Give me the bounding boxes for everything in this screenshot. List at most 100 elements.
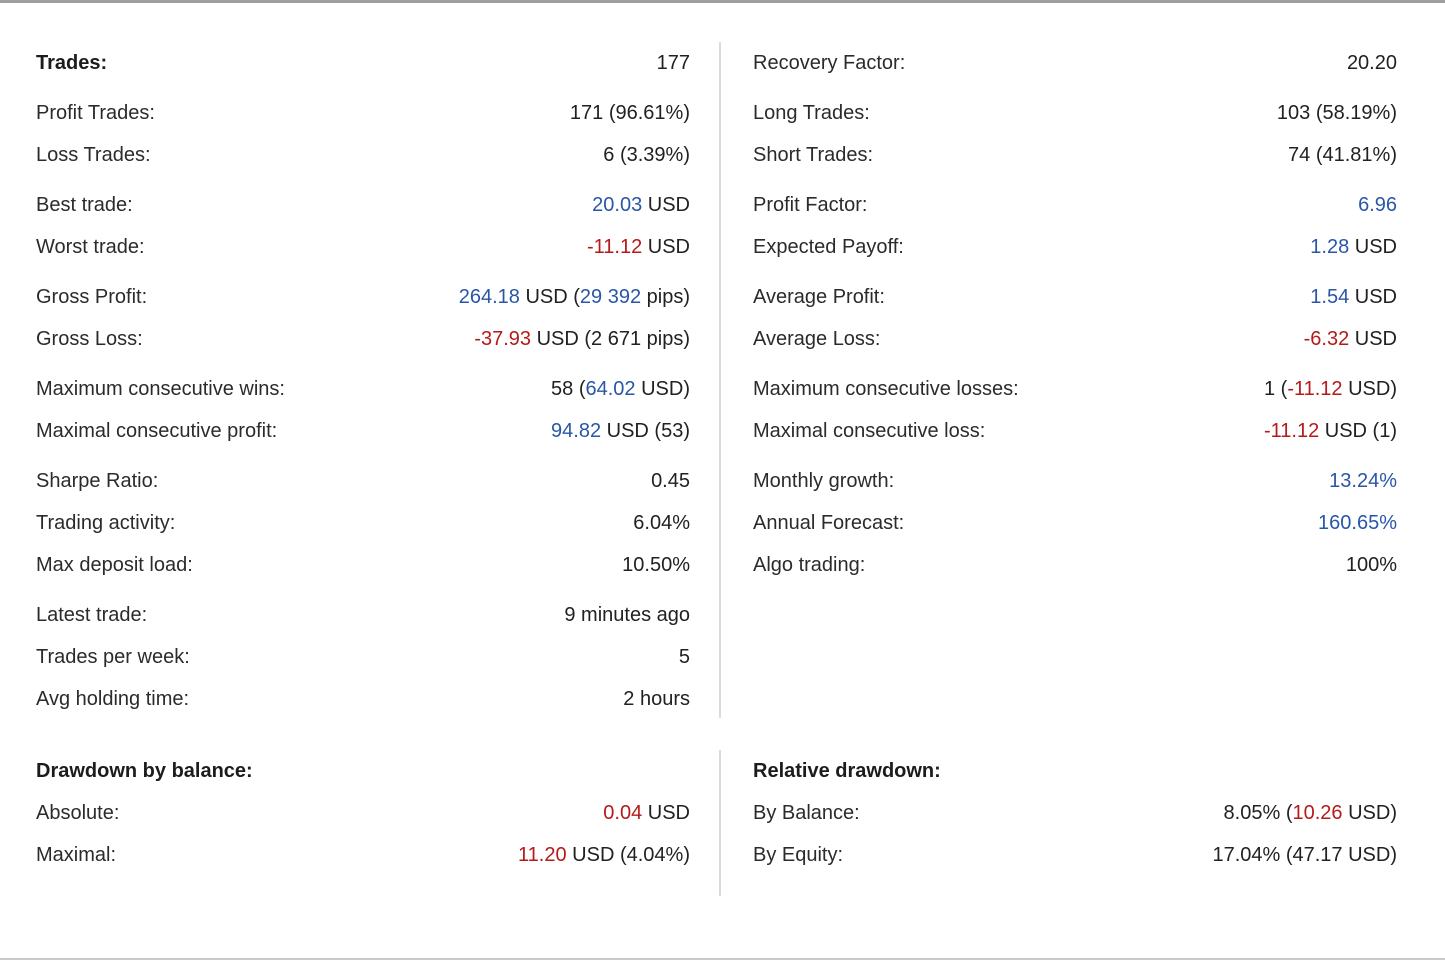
stat-row: Average Profit: 1.54 USD bbox=[753, 276, 1397, 318]
value-segment: USD bbox=[642, 236, 690, 258]
stat-row: Short Trades: 74 (41.81%) bbox=[753, 134, 1397, 176]
stat-group: Profit Trades: 171 (96.61%) Loss Trades: 6 … bbox=[36, 92, 690, 176]
stat-label: Maximal consecutive loss: bbox=[753, 420, 986, 442]
stat-row: Annual Forecast: 160.65% bbox=[753, 502, 1397, 544]
value-segment-blue: 64.02 bbox=[585, 378, 636, 400]
stat-label: Max deposit load: bbox=[36, 554, 193, 576]
stat-value: 13.24% bbox=[1329, 460, 1397, 502]
stat-row: Avg holding time: 2 hours bbox=[36, 678, 690, 720]
stat-label: Absolute: bbox=[36, 802, 120, 824]
trading-statistics-panel: Trades: 177 Profit Trades: 171 (96.61%) Loss… bbox=[36, 0, 1445, 876]
window-top-edge bbox=[0, 0, 1445, 3]
stat-row: By Balance: 8.05% (10.26 USD) bbox=[753, 792, 1397, 834]
stat-row: Sharpe Ratio: 0.45 bbox=[36, 460, 690, 502]
value-segment: USD bbox=[1349, 328, 1397, 350]
stat-label: Maximal consecutive profit: bbox=[36, 420, 278, 442]
stat-group: Long Trades: 103 (58.19%) Short Trades: 74 … bbox=[753, 92, 1397, 176]
stat-label: Gross Loss: bbox=[36, 328, 143, 350]
value-segment: USD) bbox=[1342, 802, 1397, 824]
stat-row: Worst trade: -11.12 USD bbox=[36, 226, 690, 268]
value-segment-blue: 6.96 bbox=[1358, 194, 1397, 216]
stat-value: 20.20 bbox=[1347, 42, 1397, 84]
stat-row: Maximal consecutive profit: 94.82 USD (53… bbox=[36, 410, 690, 452]
value-segment-blue: 20.03 bbox=[592, 194, 643, 216]
stat-label: Long Trades: bbox=[753, 102, 870, 124]
stat-label: Annual Forecast: bbox=[753, 512, 905, 534]
stat-value: 6.96 bbox=[1358, 184, 1397, 226]
stat-value: 160.65% bbox=[1318, 502, 1397, 544]
value-segment: 17.04% (47.17 USD) bbox=[1212, 844, 1397, 866]
stat-group: Latest trade: 9 minutes ago Trades per wee… bbox=[36, 594, 690, 720]
main-statistics-section: Trades: 177 Profit Trades: 171 (96.61%) Loss… bbox=[36, 0, 1445, 720]
stat-value: 0.45 bbox=[651, 460, 690, 502]
value-segment: 6.04% bbox=[633, 512, 690, 534]
stat-row: Recovery Factor: 20.20 bbox=[753, 42, 1397, 84]
stat-value: 11.20 USD (4.04%) bbox=[518, 834, 690, 876]
stat-group: Maximum consecutive losses: 1 (-11.12 USD… bbox=[753, 368, 1397, 452]
value-segment: USD bbox=[642, 802, 690, 824]
stat-section-header-row: Trades: 177 bbox=[36, 42, 690, 84]
value-segment-blue: 94.82 bbox=[551, 420, 602, 442]
value-segment: 9 minutes ago bbox=[564, 604, 690, 626]
value-segment: 103 (58.19%) bbox=[1276, 102, 1397, 124]
stat-row: Loss Trades: 6 (3.39%) bbox=[36, 134, 690, 176]
value-segment: 58 ( bbox=[551, 378, 586, 400]
value-segment: 20.20 bbox=[1346, 52, 1397, 74]
stat-label: By Equity: bbox=[753, 844, 844, 866]
stat-row: Maximal: 11.20 USD (4.04%) bbox=[36, 834, 690, 876]
value-segment: 2 hours bbox=[623, 688, 690, 710]
stat-value: 74 (41.81%) bbox=[1288, 134, 1397, 176]
stat-label: Monthly growth: bbox=[753, 470, 895, 492]
stat-label: Short Trades: bbox=[753, 144, 874, 166]
stat-group: Average Profit: 1.54 USD Average Loss: -6.3… bbox=[753, 276, 1397, 360]
stat-group: Recovery Factor: 20.20 bbox=[753, 42, 1397, 84]
stat-value: 0.04 USD bbox=[603, 792, 690, 834]
value-segment-red: -11.12 bbox=[1287, 378, 1343, 400]
stat-label: Gross Profit: bbox=[36, 286, 148, 308]
stat-row: Gross Profit: 264.18 USD (29 392 pips) bbox=[36, 276, 690, 318]
stat-value: -37.93 USD (2 671 pips) bbox=[474, 318, 690, 360]
window-bottom-edge bbox=[0, 958, 1445, 960]
value-segment: USD (53) bbox=[601, 420, 690, 442]
stat-value: 6 (3.39%) bbox=[603, 134, 690, 176]
value-segment-red: -6.32 bbox=[1303, 328, 1350, 350]
stat-label: Algo trading: bbox=[753, 554, 866, 576]
value-segment: 171 (96.61%) bbox=[569, 102, 690, 124]
value-segment: pips) bbox=[641, 286, 690, 308]
stat-value: 94.82 USD (53) bbox=[551, 410, 690, 452]
stat-group: Profit Factor: 6.96 Expected Payoff: 1.28 U… bbox=[753, 184, 1397, 268]
value-segment: 10.50% bbox=[622, 554, 690, 576]
stat-value: 8.05% (10.26 USD) bbox=[1224, 792, 1397, 834]
stat-row: Gross Loss: -37.93 USD (2 671 pips) bbox=[36, 318, 690, 360]
stat-value: 6.04% bbox=[633, 502, 690, 544]
stat-value: 10.50% bbox=[622, 544, 690, 586]
stat-label: Relative drawdown: bbox=[753, 760, 941, 782]
stat-value: -11.12 USD bbox=[587, 226, 690, 268]
stat-label: Maximum consecutive wins: bbox=[36, 378, 285, 400]
stat-label: Expected Payoff: bbox=[753, 236, 904, 258]
main-stats-right-column: Recovery Factor: 20.20 Long Trades: 103 (58… bbox=[722, 0, 1445, 720]
value-segment: USD) bbox=[635, 378, 690, 400]
stat-group: Monthly growth: 13.24% Annual Forecast: 160… bbox=[753, 460, 1397, 586]
stat-label: Drawdown by balance: bbox=[36, 760, 253, 782]
stat-value: 100% bbox=[1346, 544, 1397, 586]
stat-section-header-row: Relative drawdown: bbox=[753, 750, 1397, 792]
stat-label: Maximum consecutive losses: bbox=[753, 378, 1019, 400]
stat-row: Maximal consecutive loss: -11.12 USD (1) bbox=[753, 410, 1397, 452]
value-segment: 6 (3.39%) bbox=[603, 144, 690, 166]
value-segment: USD (1) bbox=[1319, 420, 1397, 442]
value-segment-blue: 160.65% bbox=[1318, 512, 1397, 534]
value-segment: 100% bbox=[1345, 554, 1397, 576]
stat-row: Trading activity: 6.04% bbox=[36, 502, 690, 544]
column-divider-drawdown bbox=[719, 750, 721, 896]
stat-label: Best trade: bbox=[36, 194, 133, 216]
column-divider-main bbox=[719, 42, 721, 718]
stat-label: Trades: bbox=[36, 52, 108, 74]
stat-row: Max deposit load: 10.50% bbox=[36, 544, 690, 586]
stat-row: Best trade: 20.03 USD bbox=[36, 184, 690, 226]
value-segment-red: -11.12 bbox=[586, 236, 643, 258]
stat-label: Profit Factor: bbox=[753, 194, 868, 216]
relative-drawdown-column: Relative drawdown: By Balance: 8.05% (10.2… bbox=[722, 720, 1445, 876]
value-segment: 1 ( bbox=[1263, 378, 1288, 400]
stat-section-header-row: Drawdown by balance: bbox=[36, 750, 690, 792]
